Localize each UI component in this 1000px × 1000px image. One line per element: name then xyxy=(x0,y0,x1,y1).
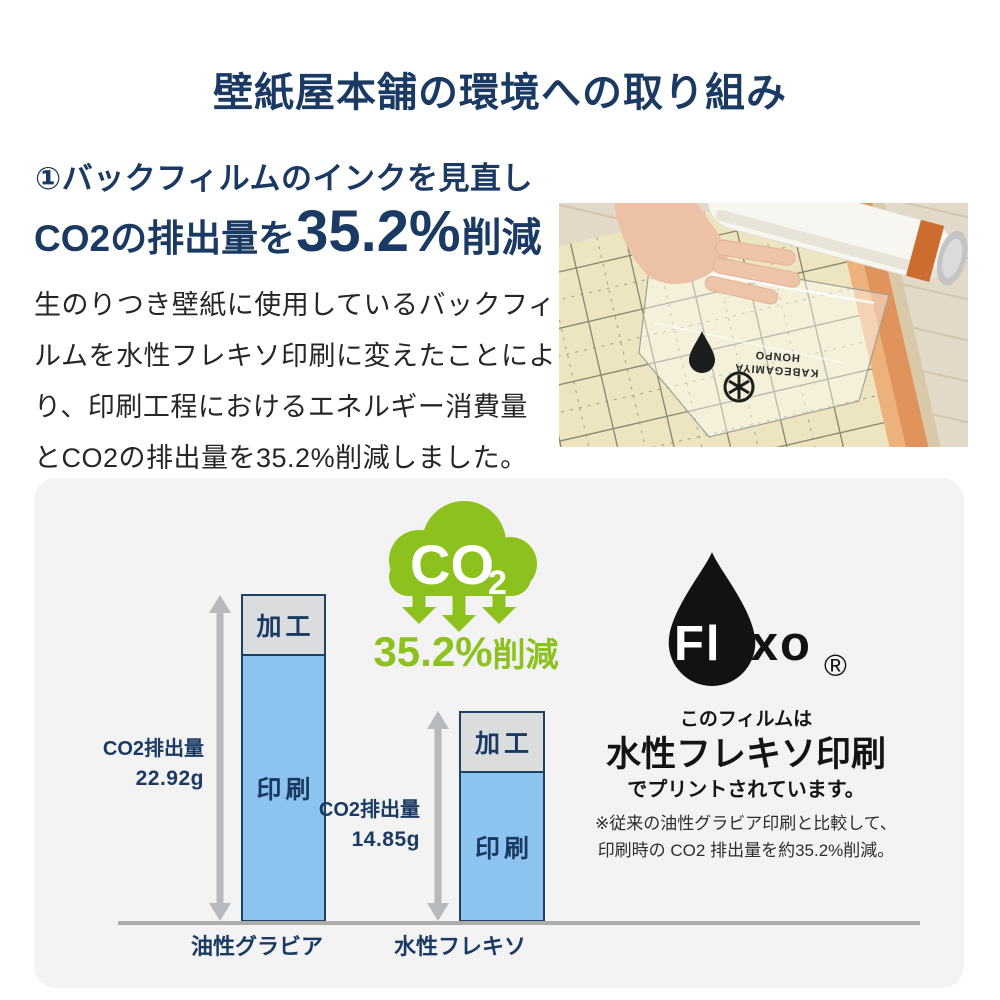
printing-segment: 印刷 xyxy=(243,656,324,920)
co2-cloud-label: CO xyxy=(410,533,494,596)
film-caption-line3: でプリントされています。 xyxy=(627,779,865,801)
intro-paragraph: 生のりつき壁紙に使用しているバックフィ ルムを水性フレキソ印刷に変えたことによ … xyxy=(34,280,556,484)
film-caption-line1: このフィルムは xyxy=(679,709,813,730)
photo-illustration: KABEGAMIYA HONPO xyxy=(559,203,968,447)
stamp-icon xyxy=(723,371,755,403)
co2-cloud-subscript: 2 xyxy=(488,564,507,602)
amount-value: 14.85g xyxy=(351,828,420,851)
axis-baseline xyxy=(118,921,920,925)
segment-label: 印刷 xyxy=(474,834,533,863)
paragraph-line: り、印刷工程におけるエネルギー消費量 xyxy=(34,392,528,422)
droplet-mini-icon xyxy=(689,331,715,373)
segment-label: 印刷 xyxy=(256,776,315,804)
film-caption-line2: 水性フレキソ印刷 xyxy=(605,735,886,774)
reduction-value: 35.2% xyxy=(373,628,493,675)
section-heading: ①バックフィルムのインクを見直し xyxy=(35,161,534,196)
reduction-label: 35.2%削減 xyxy=(346,628,586,676)
emission-amount-label: CO2排出量 14.85g xyxy=(284,795,420,855)
processing-segment: 加工 xyxy=(243,596,324,656)
paragraph-line: 生のりつき壁紙に使用しているバックフィ xyxy=(34,290,556,320)
infographic-panel: CO 2 35.2%削減 加工 印刷 加工 xyxy=(34,478,964,988)
hand xyxy=(614,203,801,305)
down-arrow-icon xyxy=(402,593,436,624)
flexo-droplet-icon xyxy=(668,552,756,686)
reduction-suffix: 削減 xyxy=(492,636,559,673)
segment-label: 加工 xyxy=(474,730,533,758)
lead-value: 35.2% xyxy=(296,199,461,264)
svg-text:HONPO: HONPO xyxy=(754,348,800,363)
flexo-wordmark: Flexo xyxy=(674,616,812,672)
lead-suffix: 削減 xyxy=(461,216,542,260)
down-arrow-icon xyxy=(442,593,476,632)
printing-segment: 印刷 xyxy=(461,773,543,920)
axis-label-gravure: 油性グラビア xyxy=(190,934,323,959)
stacked-bar-flexo: 加工 印刷 xyxy=(459,711,545,922)
amount-value: 22.92g xyxy=(135,767,204,790)
amount-title: CO2排出量 xyxy=(102,738,204,760)
emission-amount-label: CO2排出量 22.92g xyxy=(64,734,204,794)
protective-film: KABEGAMIYA HONPO xyxy=(638,252,890,438)
registered-trademark: ® xyxy=(824,648,847,683)
wallpaper-roll xyxy=(707,203,968,286)
amount-title: CO2排出量 xyxy=(318,799,420,821)
film-brand-text: KABEGAMIYA HONPO xyxy=(734,348,819,379)
co2-cloud-icon: CO 2 xyxy=(389,501,537,632)
svg-text:KABEGAMIYA: KABEGAMIYA xyxy=(734,361,819,379)
page-title: 壁紙屋本舗の環境への取り組み xyxy=(213,71,787,115)
axis-label-flexo: 水性フレキソ xyxy=(393,934,526,959)
stacked-bar-gravure: 加工 印刷 xyxy=(241,594,326,922)
segment-label: 加工 xyxy=(256,613,315,641)
paragraph-line: ルムを水性フレキソ印刷に変えたことによ xyxy=(34,341,556,371)
flexo-wordmark-inner: Fl xyxy=(674,617,722,671)
co2-lead: CO2の排出量を 35.2% 削減 xyxy=(34,198,542,265)
paragraph-line: とCO2の排出量を35.2%削減しました。 xyxy=(34,443,528,473)
comparison-note: ※従来の油性グラビア印刷と比較して、 印刷時の CO2 排出量を約35.2%削減… xyxy=(566,810,926,864)
note-line: ※従来の油性グラビア印刷と比較して、 xyxy=(595,814,897,833)
measure-arrow-icon xyxy=(427,711,449,921)
product-photo: KABEGAMIYA HONPO xyxy=(559,203,968,447)
lead-prefix: CO2の排出量を xyxy=(34,218,296,259)
processing-segment: 加工 xyxy=(461,713,543,773)
measure-arrow-icon xyxy=(209,595,231,921)
note-line: 印刷時の CO2 排出量を約35.2%削減。 xyxy=(597,841,895,860)
flexo-wordmark-outer: exo xyxy=(721,617,812,671)
down-arrow-icon xyxy=(482,593,516,624)
